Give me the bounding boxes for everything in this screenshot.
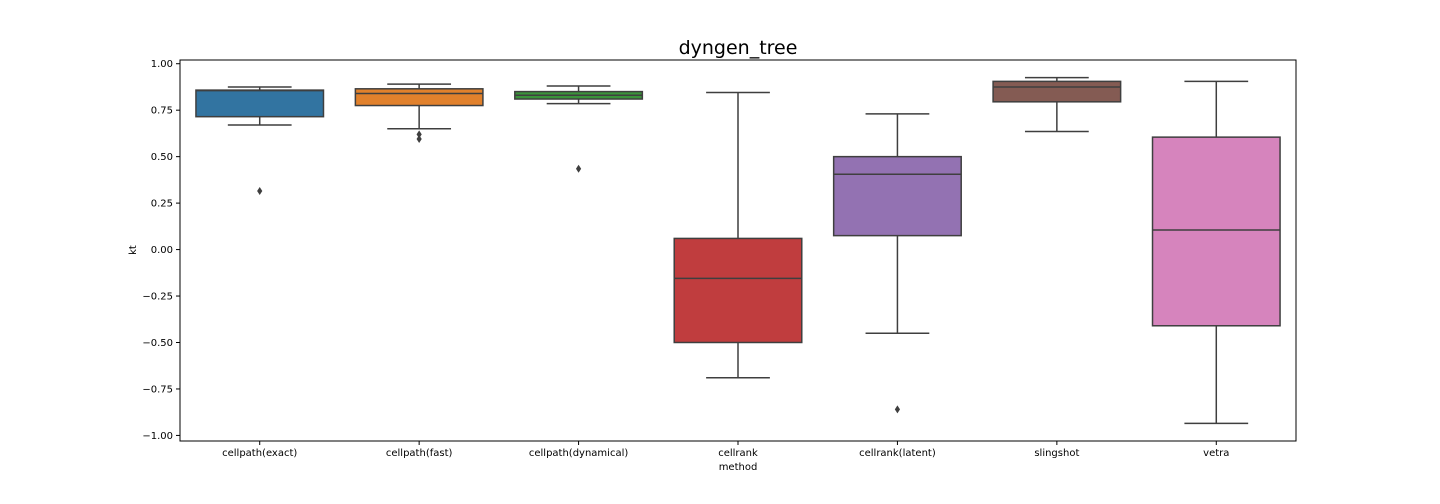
y-axis-label: kt bbox=[128, 245, 139, 255]
y-tick-label: 0.75 bbox=[151, 106, 173, 117]
y-tick-label: −0.50 bbox=[142, 338, 173, 349]
outlier-point bbox=[257, 187, 263, 196]
x-tick-label: vetra bbox=[1203, 448, 1229, 459]
box-group bbox=[514, 85, 644, 173]
chart-title: dyngen_tree bbox=[679, 37, 798, 59]
y-tick-label: −0.75 bbox=[142, 384, 173, 395]
box-iqr bbox=[1151, 136, 1281, 327]
y-tick-label: 0.25 bbox=[151, 199, 173, 210]
box-iqr bbox=[195, 89, 325, 118]
y-tick-label: 0.50 bbox=[151, 152, 173, 163]
box-group bbox=[195, 86, 325, 196]
y-tick-label: 0.00 bbox=[151, 245, 173, 256]
y-tick-label: 1.00 bbox=[151, 59, 173, 70]
box-iqr bbox=[354, 88, 484, 107]
x-tick-label: cellrank bbox=[718, 448, 758, 459]
x-tick-label: cellpath(exact) bbox=[222, 448, 297, 459]
x-tick-label: cellpath(dynamical) bbox=[529, 448, 628, 459]
box-group bbox=[354, 83, 484, 143]
x-tick-label: cellpath(fast) bbox=[386, 448, 453, 459]
box-group bbox=[1151, 80, 1281, 425]
box-group bbox=[832, 113, 962, 414]
outlier-point bbox=[416, 130, 422, 139]
box-iqr bbox=[832, 155, 962, 237]
outlier-point bbox=[416, 134, 422, 143]
outlier-point bbox=[575, 164, 582, 173]
x-tick-label: slingshot bbox=[1034, 448, 1079, 459]
plot-area bbox=[195, 76, 1281, 425]
x-tick-label: cellrank(latent) bbox=[859, 448, 936, 459]
x-axis: cellpath(exact) cellpath(fast) cellpath(dy… bbox=[222, 441, 1229, 459]
box-group bbox=[673, 91, 803, 379]
y-tick-label: −1.00 bbox=[142, 431, 173, 442]
x-axis-label: method bbox=[719, 462, 758, 473]
y-axis: 1.00 0.75 0.50 0.25 0.00 −0.25 −0.50 −0.75 −1.00 bbox=[142, 59, 180, 442]
y-tick-label: −0.25 bbox=[142, 292, 173, 303]
outlier-point bbox=[894, 405, 901, 414]
box-iqr bbox=[992, 80, 1122, 103]
box-iqr bbox=[673, 237, 803, 344]
box-group bbox=[992, 76, 1122, 133]
